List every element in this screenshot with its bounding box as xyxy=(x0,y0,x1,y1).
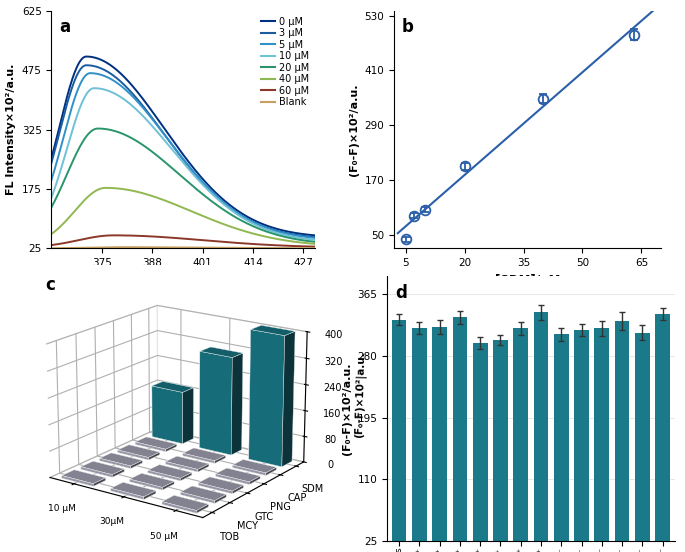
Bar xyxy=(473,343,488,552)
Y-axis label: FL Intensity×10²/a.u.: FL Intensity×10²/a.u. xyxy=(6,64,16,195)
Text: a: a xyxy=(60,18,71,36)
Bar xyxy=(656,314,670,552)
Bar xyxy=(392,320,406,552)
Text: d: d xyxy=(396,284,408,302)
X-axis label: [SDM]/μM: [SDM]/μM xyxy=(495,274,560,286)
Y-axis label: (F₀-F)×10²/a.u.: (F₀-F)×10²/a.u. xyxy=(342,362,352,455)
Legend: 0 μM, 3 μM, 5 μM, 10 μM, 20 μM, 40 μM, 60 μM, Blank: 0 μM, 3 μM, 5 μM, 10 μM, 20 μM, 40 μM, 6… xyxy=(257,13,313,111)
Bar xyxy=(534,312,548,552)
Bar xyxy=(514,328,528,552)
Y-axis label: (F₀-F)×10²/a.u.: (F₀-F)×10²/a.u. xyxy=(349,83,359,176)
Bar xyxy=(635,333,649,552)
Text: b: b xyxy=(402,18,414,36)
Bar xyxy=(595,328,609,552)
X-axis label: Wavelength/nm: Wavelength/nm xyxy=(132,274,235,286)
Bar xyxy=(453,317,467,552)
Bar xyxy=(493,340,508,552)
Bar xyxy=(432,327,447,552)
Bar xyxy=(412,328,427,552)
Bar xyxy=(614,321,630,552)
Bar xyxy=(554,334,569,552)
Bar xyxy=(574,330,589,552)
Text: c: c xyxy=(45,277,55,294)
